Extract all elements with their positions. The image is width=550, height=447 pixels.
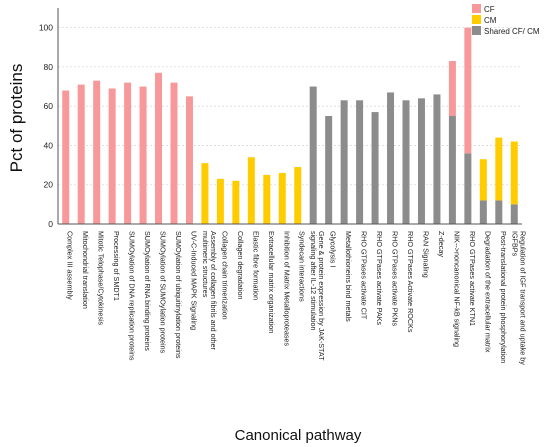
bar-segment (62, 90, 70, 225)
category-label: RHO GTPases activate KTN1 (468, 231, 477, 326)
bar-segment (170, 82, 178, 224)
bar-segment (340, 100, 348, 224)
category-label: Z-decay (437, 231, 446, 257)
bar-segment (185, 96, 193, 224)
category-label: RHO GTPases activate PKNs (391, 231, 400, 326)
category-label: Syndecan interactions (298, 231, 307, 302)
legend-label: CF (484, 5, 495, 14)
category-label: SUMOylation of ubiquitinylation proteins (174, 231, 183, 359)
category-label: Mitochondrial translation (81, 231, 90, 309)
bar-segment (417, 98, 425, 224)
bar-segment (495, 137, 503, 201)
category-label: SUMOylation of SUMOylation proteins (159, 231, 168, 354)
bar-segment (464, 27, 472, 154)
category-label: Elastic fibre formation (251, 231, 260, 300)
category-label: Metallothioneins bind metals (344, 231, 353, 322)
category-label: RAN Signaling (421, 231, 430, 278)
bar-segment (139, 86, 147, 224)
bar-segment (356, 100, 364, 224)
bar-segment (201, 163, 209, 224)
bar-segment (294, 167, 302, 224)
category-label-line: Assembly of collagen fibrils and other (209, 231, 218, 351)
bar-segment (93, 80, 101, 225)
legend: CF CM Shared CF/ CM (472, 4, 540, 36)
bar-segment (232, 180, 240, 224)
legend-swatch (472, 4, 481, 13)
legend-label: Shared CF/ CM (484, 27, 540, 36)
y-tick-labels: 0 20 40 60 80 100 (39, 23, 53, 229)
category-label: SUMOylation of DNA replication proteins (128, 231, 137, 361)
bar-segment (124, 82, 132, 224)
category-label: RHO GTPases activate PAKs (375, 231, 384, 326)
bar-segment (278, 172, 286, 224)
legend-swatch (472, 26, 481, 35)
bar-segment (495, 200, 503, 224)
y-tick-label: 80 (44, 62, 54, 72)
y-tick-label: 20 (44, 180, 54, 190)
bar-segment (155, 72, 163, 224)
bar-segment (77, 84, 85, 224)
bar-segment (479, 159, 487, 201)
category-label: Post-translational protein phosphorylati… (499, 231, 508, 363)
bar-segment (309, 86, 317, 224)
category-label: Complex III assembly (66, 231, 75, 300)
bar-segment (448, 61, 456, 116)
category-label: Glycolysis I (329, 231, 338, 267)
category-label: Degradation of the extracellular matrix (483, 231, 492, 353)
bar-segment (387, 92, 395, 224)
bar-segment (247, 157, 255, 224)
category-label: Regulation of IGF transport and uptake b… (510, 231, 527, 365)
bar-segment (448, 116, 456, 224)
bar-segment (402, 100, 410, 224)
category-label: SUMOylation of RNA binding proteins (143, 231, 152, 351)
bar-segment (216, 178, 224, 224)
bar-segment (464, 153, 472, 224)
bar-segment (371, 112, 379, 224)
category-label: Mitotic Telophase/Cytokinesis (97, 231, 106, 326)
category-label-line: Gene & protein expression by JAK-STAT (317, 231, 326, 361)
category-label-line: IGFBPs (510, 231, 519, 257)
category-label-line: multimeric structures (201, 231, 210, 298)
y-tick-label: 60 (44, 101, 54, 111)
y-tick-label: 0 (48, 219, 53, 229)
category-label: UV-C-Induced MAPK Signaling (189, 231, 198, 330)
category-label: Extracellular matrix organization (267, 231, 276, 333)
bar-segment (433, 94, 441, 225)
y-tick-label: 40 (44, 140, 54, 150)
bar-segment (510, 141, 518, 205)
bars (62, 27, 518, 225)
x-axis-label: Canonical pathway (235, 427, 362, 444)
y-tick-label: 100 (39, 23, 53, 33)
category-label: NIK-->noncanonical NF-kB signaling (452, 231, 461, 347)
category-label: Collagen degradation (236, 231, 245, 299)
category-label: Inhibition of Matrix Metalloproteases (282, 231, 291, 346)
bar-segment (263, 174, 271, 224)
category-label: Processing of SMDT1 (112, 231, 121, 301)
legend-swatch (472, 15, 481, 24)
category-labels: Complex III assembly Mitochondrial transl… (66, 231, 528, 365)
bar-segment (108, 88, 116, 224)
category-label: Gene & protein expression by JAK-STATsig… (309, 231, 326, 361)
category-label: Collagen chain trimerization (220, 231, 229, 320)
category-label: RHO GTPases activate CIT (360, 231, 369, 320)
category-label-line: signaling after IL-12 stimulation (309, 231, 318, 330)
legend-label: CM (484, 16, 497, 25)
bar-segment (325, 116, 333, 224)
y-axis-label: Pct of proteins (7, 64, 26, 173)
category-label-line: Regulation of IGF transport and uptake b… (518, 231, 527, 365)
category-label: Assembly of collagen fibrils and othermu… (201, 231, 218, 351)
bar-segment (510, 204, 518, 224)
bar-segment (479, 200, 487, 224)
axes (57, 8, 522, 225)
category-label: RHO GTPases Activate ROCKs (406, 231, 415, 333)
